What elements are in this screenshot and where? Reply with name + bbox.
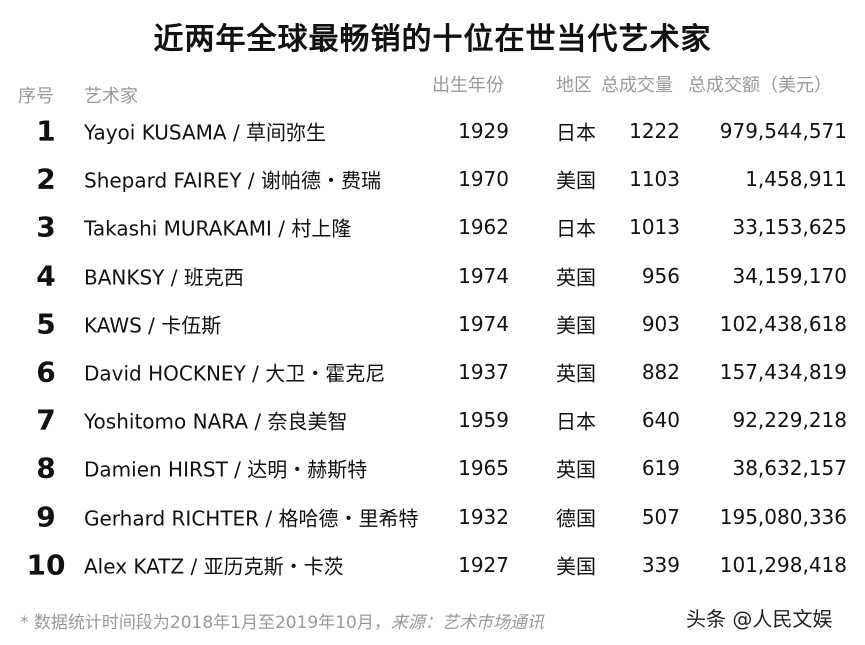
cell-rank: 1 xyxy=(36,114,56,148)
cell-birth-year: 1937 xyxy=(458,360,509,384)
header-region: 地区 xyxy=(556,75,592,96)
cell-volume: 619 xyxy=(641,456,680,481)
table-row: 7 Yoshitomo NARA / 奈良美智 1959 日本 640 92,229,21… xyxy=(0,396,865,444)
cell-volume: 956 xyxy=(641,263,680,288)
cell-region: 美国 xyxy=(556,313,596,338)
cell-region: 日本 xyxy=(556,120,596,145)
cell-artist: Alex KATZ / 亚历克斯・卡茨 xyxy=(84,554,344,579)
cell-region: 英国 xyxy=(556,457,596,482)
cell-rank: 4 xyxy=(36,259,56,293)
cell-volume: 1222 xyxy=(629,119,680,143)
cell-birth-year: 1962 xyxy=(458,215,509,240)
watermark: 头条 @人民文娱 xyxy=(686,607,833,631)
cell-rank: 7 xyxy=(36,403,56,437)
cell-artist: Shepard FAIREY / 谢帕德・费瑞 xyxy=(84,168,382,193)
cell-rank: 9 xyxy=(36,500,56,534)
cell-volume: 507 xyxy=(641,504,680,529)
cell-birth-year: 1959 xyxy=(458,408,509,433)
cell-region: 日本 xyxy=(556,216,596,241)
cell-amount: 34,159,170 xyxy=(732,263,847,288)
cell-artist: Damien HIRST / 达明・赫斯特 xyxy=(84,457,368,482)
cell-artist: BANKSY / 班克西 xyxy=(84,265,244,290)
cell-artist: Gerhard RICHTER / 格哈德・里希特 xyxy=(84,506,419,531)
cell-birth-year: 1927 xyxy=(458,552,509,577)
cell-volume: 882 xyxy=(641,360,680,384)
cell-amount: 195,080,336 xyxy=(719,504,847,529)
cell-rank: 5 xyxy=(36,307,56,341)
table-row: 10 Alex KATZ / 亚历克斯・卡茨 1927 美国 339 101,298,41… xyxy=(0,541,865,589)
cell-amount: 979,544,571 xyxy=(719,119,847,143)
cell-region: 德国 xyxy=(556,506,596,531)
cell-amount: 38,632,157 xyxy=(732,456,847,481)
cell-artist: KAWS / 卡伍斯 xyxy=(84,313,222,338)
cell-rank: 2 xyxy=(36,162,56,196)
cell-region: 美国 xyxy=(556,168,596,193)
cell-amount: 101,298,418 xyxy=(719,552,847,577)
cell-region: 英国 xyxy=(556,265,596,290)
cell-amount: 1,458,911 xyxy=(745,167,847,192)
cell-amount: 157,434,819 xyxy=(719,360,847,384)
header-amount: 总成交额（美元） xyxy=(688,75,832,96)
cell-volume: 640 xyxy=(641,408,680,433)
cell-region: 美国 xyxy=(556,554,596,579)
cell-birth-year: 1974 xyxy=(458,263,509,288)
table-row: 6 David HOCKNEY / 大卫・霍克尼 1937 英国 882 157,434,… xyxy=(0,348,865,396)
header-volume: 总成交量 xyxy=(601,75,673,96)
cell-amount: 33,153,625 xyxy=(732,215,847,240)
cell-rank: 10 xyxy=(26,548,66,582)
cell-amount: 102,438,618 xyxy=(719,311,847,336)
cell-birth-year: 1970 xyxy=(458,167,509,192)
cell-region: 日本 xyxy=(556,409,596,434)
cell-birth-year: 1932 xyxy=(458,504,509,529)
table-row: 4 BANKSY / 班克西 1974 英国 956 34,159,170 xyxy=(0,252,865,300)
page-title: 近两年全球最畅销的十位在世当代艺术家 xyxy=(153,22,712,57)
header-rank: 序号 xyxy=(18,86,54,107)
table-row: 9 Gerhard RICHTER / 格哈德・里希特 1932 德国 507 195,0… xyxy=(0,493,865,541)
footnote-source: 来源：艺术市场通讯 xyxy=(390,613,544,633)
header-artist: 艺术家 xyxy=(84,86,138,107)
footnote: * 数据统计时间段为2018年1月至2019年10月，来源：艺术市场通讯 xyxy=(20,608,544,633)
cell-artist: David HOCKNEY / 大卫・霍克尼 xyxy=(84,361,386,386)
table-row: 1 Yayoi KUSAMA / 草间弥生 1929 日本 1222 979,544,57… xyxy=(0,107,865,155)
cell-artist: Takashi MURAKAMI / 村上隆 xyxy=(84,216,352,241)
table-row: 5 KAWS / 卡伍斯 1974 美国 903 102,438,618 xyxy=(0,300,865,348)
cell-artist: Yayoi KUSAMA / 草间弥生 xyxy=(84,120,327,145)
cell-rank: 8 xyxy=(36,451,56,485)
cell-volume: 1103 xyxy=(629,167,680,192)
cell-birth-year: 1929 xyxy=(458,119,509,143)
cell-region: 英国 xyxy=(556,361,596,386)
cell-rank: 3 xyxy=(36,210,56,244)
cell-amount: 92,229,218 xyxy=(732,408,847,433)
cell-volume: 1013 xyxy=(629,215,680,240)
table-row: 2 Shepard FAIREY / 谢帕德・费瑞 1970 美国 1103 1,458,… xyxy=(0,155,865,203)
cell-volume: 339 xyxy=(641,552,680,577)
header-birth-year: 出生年份 xyxy=(432,75,504,96)
cell-rank: 6 xyxy=(36,355,56,389)
table-row: 3 Takashi MURAKAMI / 村上隆 1962 日本 1013 33,153,… xyxy=(0,203,865,251)
cell-birth-year: 1974 xyxy=(458,311,509,336)
cell-artist: Yoshitomo NARA / 奈良美智 xyxy=(84,409,348,434)
cell-volume: 903 xyxy=(641,311,680,336)
table-row: 8 Damien HIRST / 达明・赫斯特 1965 英国 619 38,632,15… xyxy=(0,444,865,492)
footnote-text: * 数据统计时间段为2018年1月至2019年10月， xyxy=(20,613,391,633)
cell-birth-year: 1965 xyxy=(458,456,509,481)
